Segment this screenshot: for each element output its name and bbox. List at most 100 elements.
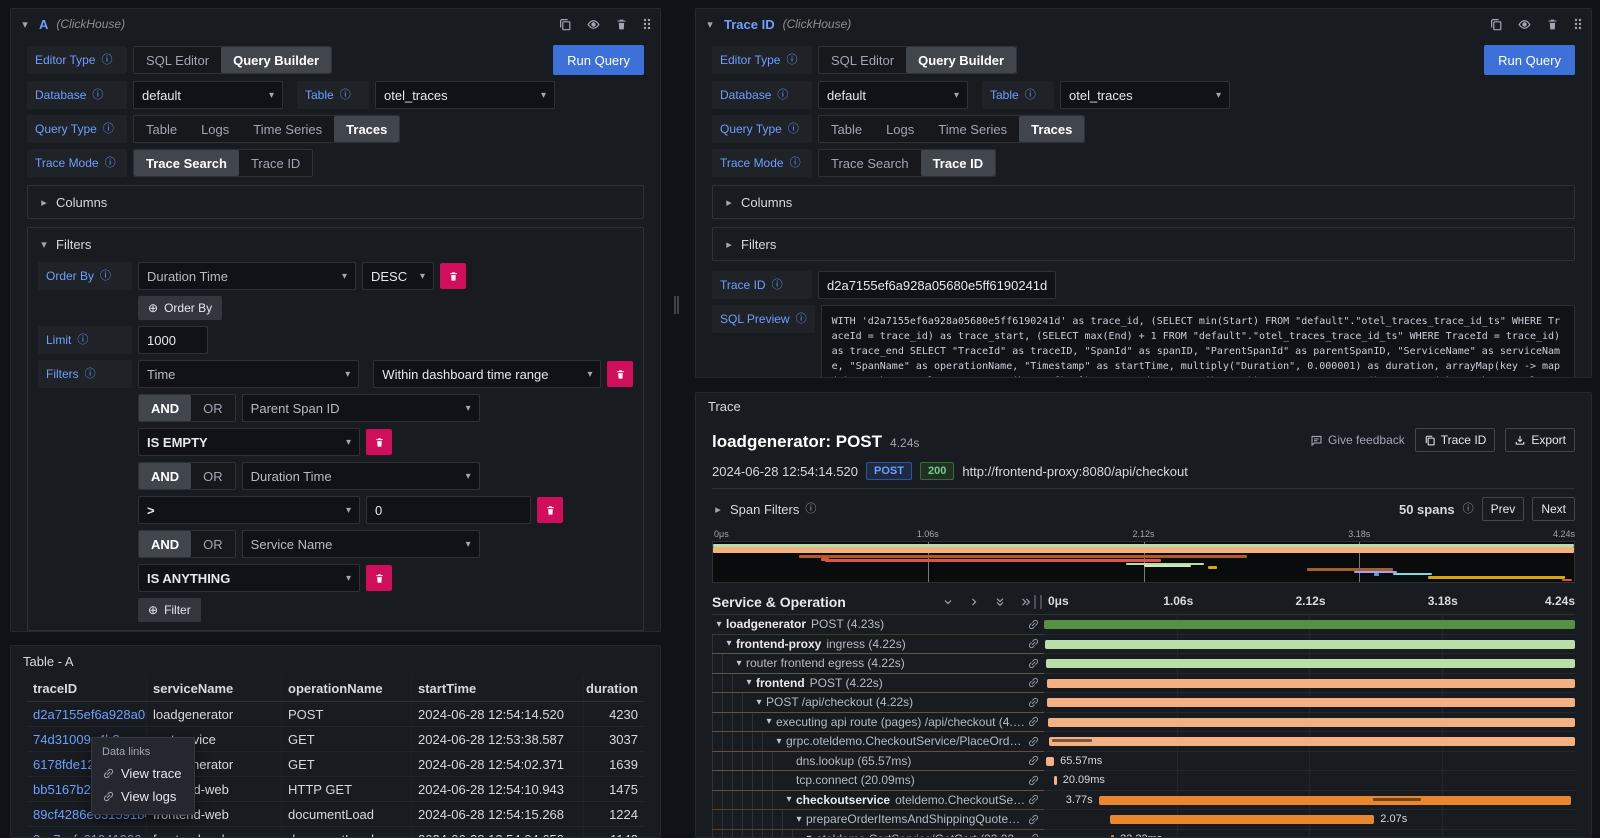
span-row[interactable]: ▾oteldemo.CartService/GetCart (23.22ms)2… — [712, 830, 1575, 838]
query-type-option-table[interactable]: Table — [134, 116, 189, 142]
remove-filter-button[interactable] — [607, 361, 633, 387]
prev-button[interactable]: Prev — [1482, 497, 1525, 521]
span-link-icon[interactable] — [1027, 793, 1044, 806]
span-link-icon[interactable] — [1027, 618, 1044, 631]
span-duration-bar[interactable] — [1045, 640, 1575, 649]
span-duration-bar[interactable] — [1044, 620, 1575, 629]
chevron-right-icon[interactable]: ▸ — [712, 503, 724, 516]
expand-collapse-chevron-icon[interactable]: ▾ — [782, 794, 796, 805]
span-row[interactable]: ▾checkoutserviceoteldemo.CheckoutService… — [712, 791, 1575, 811]
span-row[interactable]: dns.lookup (65.57ms)65.57ms — [712, 752, 1575, 772]
table-select[interactable]: otel_traces▾ — [1060, 81, 1230, 109]
query-type-option-time-series[interactable]: Time Series — [241, 116, 334, 142]
and-option[interactable]: AND — [139, 395, 191, 421]
expand-collapse-chevron-icon[interactable]: ▾ — [752, 697, 766, 708]
data-link-view-logs[interactable]: View logs — [92, 785, 194, 808]
info-icon[interactable]: ⓘ — [772, 280, 783, 291]
span-link-icon[interactable] — [1027, 715, 1044, 728]
span-link-icon[interactable] — [1027, 774, 1044, 787]
filter-time-field-select[interactable]: Time▾ — [138, 360, 359, 388]
trace-id-button[interactable]: Trace ID — [1415, 428, 1496, 452]
span-link-icon[interactable] — [1027, 735, 1044, 748]
span-duration-bar[interactable] — [1047, 679, 1575, 688]
span-duration-bar[interactable] — [1047, 698, 1575, 707]
remove-filter-button[interactable] — [366, 429, 392, 455]
or-option[interactable]: OR — [191, 531, 235, 557]
query-type-option-table[interactable]: Table — [819, 116, 874, 142]
filter-operator-select[interactable]: IS ANYTHING▾ — [138, 564, 360, 592]
info-icon[interactable]: ⓘ — [85, 369, 96, 380]
expand-all-double-chevron-right-icon[interactable] — [1020, 596, 1032, 608]
columns-section-header[interactable]: ▸Columns — [723, 192, 1564, 212]
info-icon[interactable]: ⓘ — [790, 158, 801, 169]
span-row[interactable]: ▾prepareOrderItemsAndShippingQuoteFromCa… — [712, 810, 1575, 830]
filter-operator-select[interactable]: IS EMPTY▾ — [138, 428, 360, 456]
next-button[interactable]: Next — [1532, 497, 1575, 521]
filter-field-select[interactable]: Service Name▾ — [242, 530, 480, 558]
filters-section-header[interactable]: ▸Filters — [723, 234, 1564, 254]
filter-value-input[interactable]: 0 — [366, 496, 531, 524]
give-feedback-link[interactable]: Give feedback — [1310, 433, 1405, 447]
add-filter-button[interactable]: ⊕Filter — [138, 598, 201, 622]
and-option[interactable]: AND — [139, 531, 191, 557]
collapse-one-chevron-down-icon[interactable] — [942, 596, 954, 608]
span-row[interactable]: ▾frontend-proxyingress (4.22s) — [712, 635, 1575, 655]
info-icon[interactable]: ⓘ — [103, 124, 114, 135]
span-link-icon[interactable] — [1027, 676, 1044, 689]
info-icon[interactable]: ⓘ — [101, 55, 112, 66]
column-resize-handle[interactable] — [1034, 595, 1042, 609]
expand-collapse-chevron-icon[interactable]: ▾ — [712, 619, 726, 630]
column-header-duration[interactable]: duration — [584, 675, 644, 701]
filter-time-value-select[interactable]: Within dashboard time range▾ — [373, 360, 601, 388]
info-icon[interactable]: ⓘ — [796, 314, 807, 325]
info-icon[interactable]: ⓘ — [786, 55, 797, 66]
expand-collapse-chevron-icon[interactable]: ▾ — [802, 833, 816, 838]
info-icon[interactable]: ⓘ — [77, 335, 88, 346]
and-option[interactable]: AND — [139, 463, 191, 489]
filter-field-select[interactable]: Parent Span ID▾ — [242, 394, 480, 422]
remove-filter-button[interactable] — [366, 565, 392, 591]
collapse-all-double-chevron-down-icon[interactable] — [994, 596, 1006, 608]
span-duration-bar[interactable] — [1046, 757, 1054, 766]
duplicate-query-icon[interactable] — [558, 17, 572, 31]
span-link-icon[interactable] — [1027, 637, 1044, 650]
span-duration-bar[interactable] — [1046, 659, 1575, 668]
remove-filter-button[interactable] — [537, 497, 563, 523]
column-header-operationname[interactable]: operationName — [282, 675, 412, 701]
trace-mode-option-trace-id[interactable]: Trace ID — [239, 150, 312, 176]
trace-id-link[interactable]: d2a7155ef6a928a05... — [27, 702, 147, 726]
trace-minimap[interactable] — [712, 541, 1575, 583]
export-button[interactable]: Export — [1505, 428, 1575, 452]
span-link-icon[interactable] — [1027, 813, 1044, 826]
column-header-servicename[interactable]: serviceName — [147, 675, 282, 701]
query-type-option-traces[interactable]: Traces — [334, 116, 399, 142]
span-duration-bar[interactable] — [1110, 815, 1374, 824]
info-icon[interactable]: ⓘ — [340, 90, 351, 101]
span-row[interactable]: ▾loadgeneratorPOST (4.23s) — [712, 615, 1575, 635]
order-by-direction-select[interactable]: DESC▾ — [362, 262, 434, 290]
query-type-option-logs[interactable]: Logs — [874, 116, 926, 142]
table-select[interactable]: otel_traces▾ — [375, 81, 555, 109]
info-icon[interactable]: ⓘ — [100, 271, 111, 282]
info-icon[interactable]: ⓘ — [788, 124, 799, 135]
remove-order-by-button[interactable] — [440, 263, 466, 289]
span-duration-bar[interactable] — [1111, 835, 1114, 838]
expand-collapse-chevron-icon[interactable]: ▾ — [742, 677, 756, 688]
span-row[interactable]: ▾grpc.oteldemo.CheckoutService/PlaceOrde… — [712, 732, 1575, 752]
hide-response-eye-icon[interactable] — [1517, 17, 1532, 32]
or-option[interactable]: OR — [191, 395, 235, 421]
span-row[interactable]: ▾router frontend egress (4.22s) — [712, 654, 1575, 674]
column-header-traceid[interactable]: traceID — [27, 675, 147, 701]
filters-section-header[interactable]: ▾Filters — [38, 234, 633, 254]
column-header-starttime[interactable]: startTime — [412, 675, 584, 701]
query-type-option-time-series[interactable]: Time Series — [926, 116, 1019, 142]
info-icon[interactable]: ⓘ — [777, 90, 788, 101]
drag-handle-icon[interactable] — [642, 17, 652, 31]
collapse-chevron-icon[interactable]: ▾ — [19, 18, 31, 31]
span-link-icon[interactable] — [1027, 754, 1044, 767]
span-duration-bar[interactable] — [1048, 718, 1575, 727]
span-duration-bar[interactable] — [1049, 737, 1575, 746]
info-icon[interactable]: ⓘ — [1025, 90, 1036, 101]
expand-collapse-chevron-icon[interactable]: ▾ — [722, 638, 736, 649]
span-row[interactable]: ▾POST /api/checkout (4.22s) — [712, 693, 1575, 713]
